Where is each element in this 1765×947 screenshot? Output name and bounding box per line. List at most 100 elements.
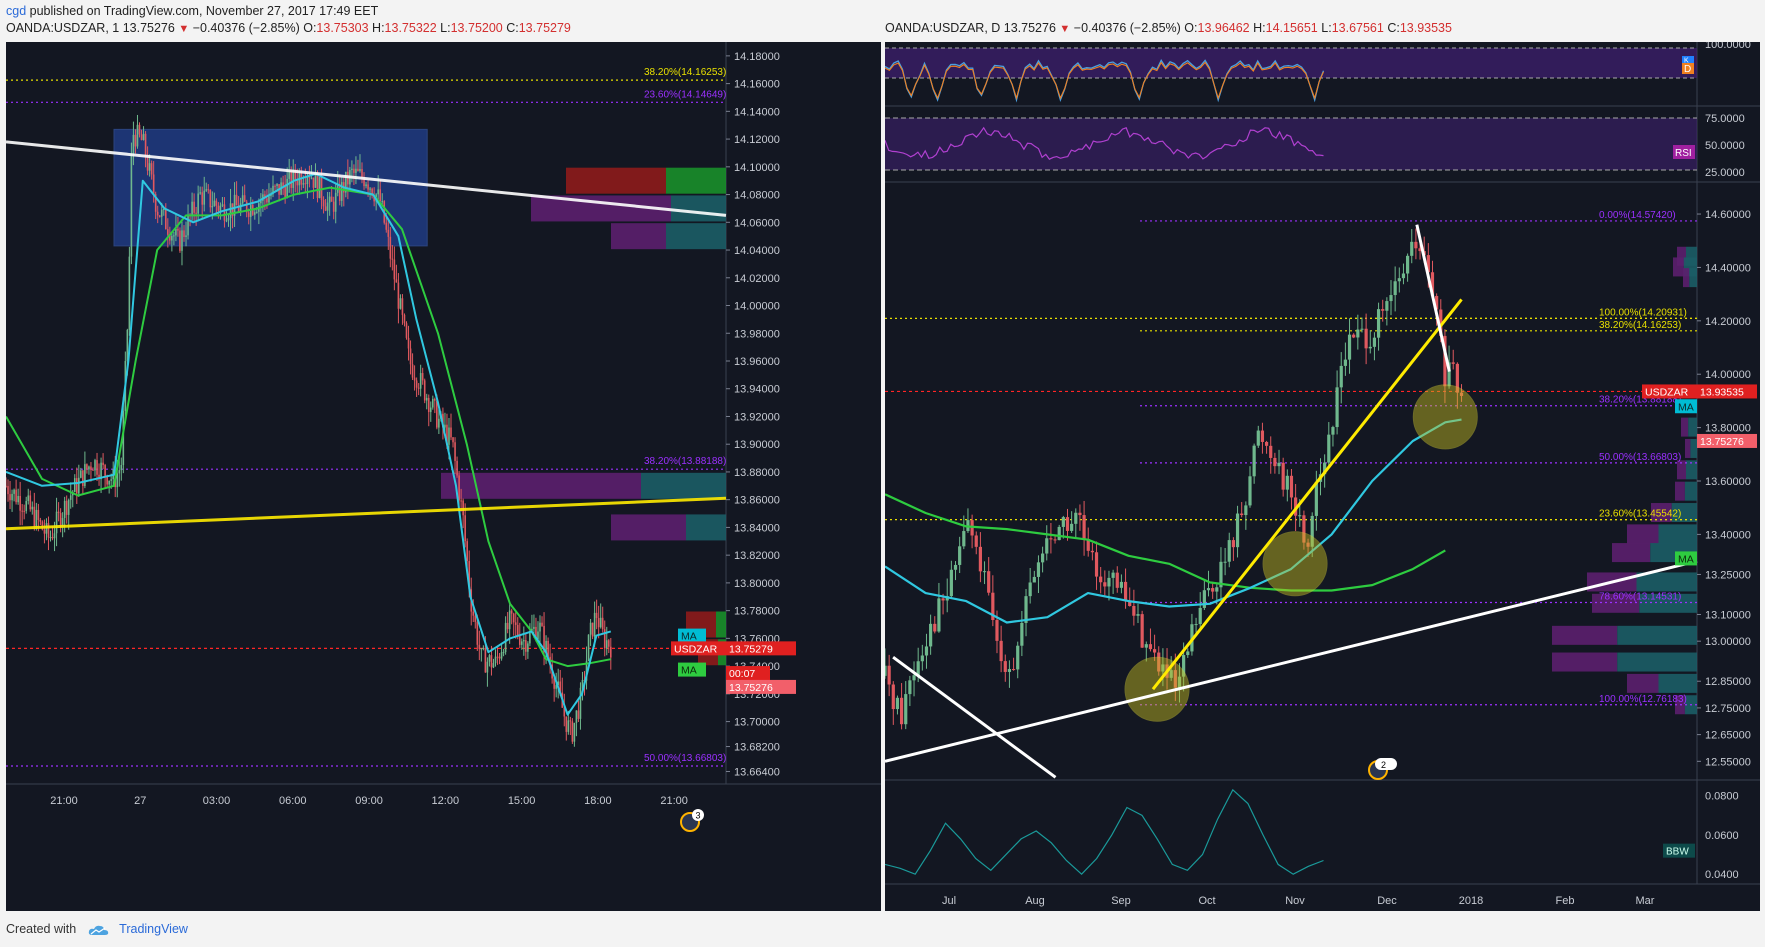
volume-profile-bar [686, 514, 726, 541]
candle-body [1447, 362, 1451, 387]
left-symbol[interactable]: OANDA:USDZAR, 1 [6, 21, 120, 35]
candle-body [296, 180, 299, 186]
candle-body [282, 182, 284, 187]
candle-body [456, 460, 458, 476]
candle-body [904, 694, 908, 725]
candle-body [55, 511, 58, 534]
candle-body [1099, 576, 1103, 583]
y-tick-label: 14.20000 [1705, 316, 1751, 328]
candle-body [436, 400, 438, 428]
candle-body [567, 720, 570, 732]
candle-body [1215, 587, 1219, 592]
right-last-price: 13.75276 [1003, 21, 1056, 35]
candle-body [504, 622, 507, 653]
candle-body [118, 470, 121, 474]
volume-profile-bar [641, 472, 726, 499]
candle-body [241, 195, 244, 204]
candle-body [1397, 278, 1401, 282]
left-pane-legend: OANDA:USDZAR, 1 13.75276 ▼ −0.40376 (−2.… [6, 21, 571, 39]
event-count: 2 [1381, 760, 1386, 770]
candle-body [80, 470, 82, 478]
candle-body [59, 513, 62, 527]
candle-body [158, 215, 161, 217]
candle-body [340, 182, 343, 201]
volume-profile-bar [1681, 417, 1689, 437]
candle-body [13, 489, 15, 494]
candle-body [379, 189, 382, 202]
right-chart-pane[interactable]: 100.0000 D K 75.0000 50.0000 25.0000 RSI 14.600… [885, 42, 1760, 911]
left-low: 13.75200 [450, 21, 503, 35]
ma-cyan-line [885, 418, 1462, 624]
daily-chart[interactable]: 100.0000 DK 75.0000 50.0000 25.0000 RSI 14.600… [885, 42, 1760, 911]
candle-body [949, 569, 953, 597]
candle-body [1132, 606, 1136, 616]
candle-body [610, 646, 612, 658]
candle-body [369, 188, 371, 190]
candle-body [185, 235, 187, 238]
volume-profile-bar [1612, 543, 1651, 563]
volume-profile-bar [1636, 572, 1697, 592]
candle-body [514, 622, 517, 625]
candle-body [577, 710, 580, 719]
candle-body [49, 537, 52, 539]
candle-body [221, 204, 224, 206]
ma-tag-green-bg [678, 662, 706, 677]
volume-profile-bar [1617, 652, 1697, 672]
left-l-label: L: [440, 21, 451, 35]
candle-body [523, 640, 525, 642]
bbw-tag-bg [1663, 843, 1695, 858]
candle-body [219, 205, 222, 211]
candle-body [557, 681, 560, 686]
candle-body [525, 640, 527, 652]
candle-body [1028, 582, 1032, 597]
candle-body [1389, 295, 1393, 302]
current-price-tag: 13.93535 [1700, 386, 1744, 398]
y-tick-label: 14.08000 [734, 190, 780, 202]
candle-body [247, 212, 250, 217]
left-chart-pane[interactable]: 14.18000 14.16000 14.14000 14.12000 14.10000… [6, 42, 881, 911]
candle-body [589, 622, 592, 635]
volume-profile-bar [1677, 460, 1686, 480]
candle-body [173, 235, 175, 237]
candle-body [1356, 329, 1360, 338]
candle-body [1169, 670, 1173, 678]
bid-price-tag: 13.75276 [1700, 436, 1744, 448]
candle-body [506, 622, 509, 630]
y-tick-label: 12.55000 [1705, 756, 1751, 768]
symbol-tag: USDZAR [674, 643, 718, 655]
y-tick-label: 14.04000 [734, 245, 780, 257]
candle-body [78, 477, 80, 494]
candle-body [464, 515, 466, 542]
tradingview-link[interactable]: TradingView [119, 922, 188, 936]
candle-body [1410, 241, 1414, 256]
candle-body [120, 464, 123, 471]
candle-body [227, 218, 230, 221]
candle-body [363, 177, 365, 187]
intraday-chart[interactable]: 14.18000 14.16000 14.14000 14.12000 14.10000… [6, 42, 881, 911]
fib-label: 23.60%(13.45542) [1599, 509, 1681, 520]
author-link[interactable]: cgd [6, 4, 27, 18]
volume-profile-bar [716, 611, 726, 638]
candle-body [401, 298, 404, 315]
candle-body [1227, 540, 1231, 562]
bbw-line [885, 788, 1324, 876]
candle-body [162, 208, 165, 210]
right-c-label: C: [1387, 21, 1400, 35]
candle-body [371, 188, 373, 196]
volume-profile-bar [1552, 625, 1618, 645]
candle-body [211, 206, 214, 208]
candle-body [908, 680, 912, 695]
bid-price-tag: 13.75276 [729, 682, 773, 694]
candle-body [924, 646, 929, 656]
right-symbol[interactable]: OANDA:USDZAR, D [885, 21, 1001, 35]
candle-body [1426, 255, 1430, 273]
candle-body [541, 622, 543, 626]
fib-label: 38.20%(13.88188) [644, 456, 726, 467]
candle-body [518, 635, 521, 645]
candle-body [154, 194, 157, 212]
fib-label: 100.00%(14.20931) [1599, 307, 1687, 318]
candle-body [1057, 526, 1061, 541]
candle-body [488, 655, 491, 662]
candle-body [1152, 649, 1157, 653]
y-tick-label: 13.10000 [1705, 609, 1751, 621]
